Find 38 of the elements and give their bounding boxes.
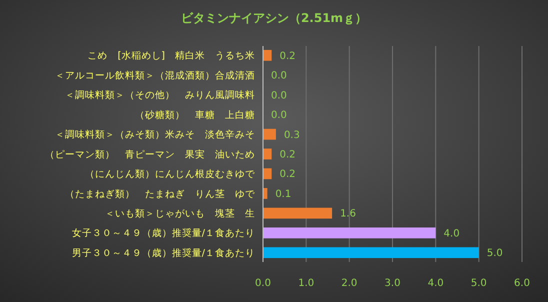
- y-tick-label: ＜調味料類＞（その他） みりん風調味料: [65, 89, 255, 102]
- data-label: 0.0: [271, 90, 287, 102]
- bar: [263, 50, 272, 61]
- x-tick-label: 5.0: [470, 278, 487, 289]
- data-label: 1.6: [340, 208, 356, 220]
- bar: [263, 148, 272, 160]
- data-label: 0.0: [271, 110, 287, 122]
- y-tick-label: ＜調味料類＞（みそ類）米みそ 淡色辛みそ: [55, 128, 255, 141]
- x-tick-label: 4.0: [428, 278, 444, 289]
- data-label: 0.3: [284, 130, 300, 141]
- data-label: 4.0: [444, 228, 460, 240]
- data-label: 0.2: [280, 150, 296, 160]
- y-tick-label: （砂糖類） 車糖 上白糖: [135, 108, 255, 121]
- x-tick-label: 1.0: [298, 278, 314, 289]
- bar: [263, 247, 479, 258]
- data-label: 0.0: [271, 70, 287, 82]
- x-tick-label: 6.0: [514, 278, 530, 289]
- data-label: 0.1: [275, 188, 292, 200]
- data-label: 0.2: [280, 50, 296, 62]
- bar: [263, 168, 272, 180]
- data-label: 5.0: [486, 248, 503, 260]
- bar: [263, 227, 436, 238]
- y-tick-label: ＜いも類＞じゃがいも 塊茎 生: [105, 208, 255, 220]
- x-tick-label: 0.0: [255, 278, 271, 289]
- chart-title: ビタミンナイアシン（2.51mｇ）: [180, 11, 368, 25]
- y-tick-label: ＜アルコール飲料類＞（混成酒類）合成清酒: [55, 69, 255, 82]
- data-label: 0.2: [280, 169, 296, 180]
- x-tick-label: 3.0: [384, 278, 400, 289]
- y-tick-label: 男子３０～４９（歳）推奨量/１食あたり: [72, 246, 255, 259]
- bar: [263, 188, 268, 199]
- y-tick-label: （たまねぎ類） たまねぎ りん茎 ゆで: [65, 188, 256, 200]
- y-tick-label: こめ [水稲めし] 精白米 うるち米: [88, 50, 255, 62]
- y-tick-label: （ピーマン類） 青ピーマン 果実 油いため: [45, 148, 255, 160]
- y-tick-label: （にんじん類）にんじん根皮むきゆで: [85, 168, 256, 180]
- bar: [263, 128, 276, 140]
- x-tick-label: 2.0: [341, 278, 358, 289]
- y-tick-label: 女子３０～４９（歳）推奨量/１食あたり: [72, 227, 255, 240]
- bar: [263, 208, 332, 219]
